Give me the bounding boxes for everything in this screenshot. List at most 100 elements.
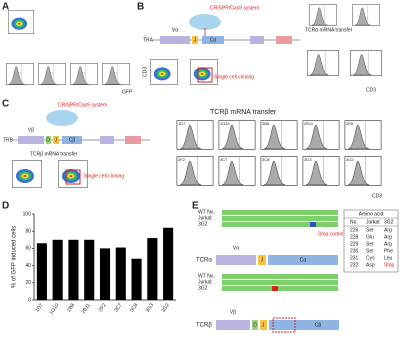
table-cell: 232 xyxy=(350,262,359,268)
table-cell: Ser xyxy=(366,227,374,233)
v-label: Vβ xyxy=(230,309,236,315)
c-label: Cα xyxy=(300,257,307,263)
table-cell: Cys xyxy=(366,255,375,261)
segment xyxy=(125,136,141,144)
y-tick-label: 40 xyxy=(25,263,31,269)
bar xyxy=(115,247,126,300)
y-tick-label: 0 xyxy=(28,297,31,303)
cloning-label: Single cell cloning xyxy=(84,173,124,179)
panel-label: E xyxy=(192,201,199,212)
row-label: WT No. xyxy=(198,209,215,215)
j-label: J xyxy=(262,322,265,328)
bar-chart: 0 20 40 60 80 100 % of GFP induced cells 1D7 1G1… xyxy=(12,211,176,316)
cloning-label: Single cell cloning xyxy=(214,74,254,80)
v-segment xyxy=(216,320,250,330)
histogram-grid: 1D7 1G10 2B8 2B11 2E6 2F2 3C7 3C8 3G3 3G2 xyxy=(176,120,382,186)
bar xyxy=(68,239,79,300)
gene-name: TRB xyxy=(3,137,14,143)
table-header: 3G2 xyxy=(384,219,394,225)
table-cell: 231 xyxy=(350,255,359,261)
clone-label: 2B8 xyxy=(262,121,270,126)
clone-label: 3C7 xyxy=(220,157,228,162)
x-tick-label: 2B11 xyxy=(81,302,93,315)
cloud xyxy=(46,110,78,126)
y-tick-label: 100 xyxy=(23,211,32,217)
clone-label: 3G3 xyxy=(304,157,312,162)
dot-plot xyxy=(190,58,218,86)
c-label: Cβ xyxy=(69,137,76,143)
histogram xyxy=(70,62,98,86)
v-label: Vα xyxy=(233,245,239,251)
table-cell: Ser xyxy=(366,241,374,247)
histogram xyxy=(352,4,380,26)
table-cell: Ser xyxy=(366,248,374,254)
c-segment xyxy=(202,36,224,44)
segment xyxy=(250,36,264,44)
d-segment xyxy=(252,320,258,330)
j-segment xyxy=(53,136,59,144)
crispr-label: CRISPR/Cas9 system xyxy=(210,5,259,11)
clone-label: 3C8 xyxy=(262,157,270,162)
j-label: J xyxy=(194,37,197,43)
axis-label: CD3 xyxy=(366,87,376,93)
segment xyxy=(276,36,292,44)
panel-label: C xyxy=(2,99,9,110)
row-label: 3G2 xyxy=(198,221,208,227)
y-axis-label: % of GFP induced cells xyxy=(12,226,18,288)
table-cell: Arg xyxy=(384,234,392,240)
y-tick-label: 80 xyxy=(25,229,31,235)
clone-label: 1G10 xyxy=(220,121,231,126)
v-segment xyxy=(160,36,190,44)
table-cell: Stop xyxy=(384,262,395,268)
clone-label: 3G2 xyxy=(346,157,354,162)
row-label: Jurkat xyxy=(198,215,212,221)
clone-label: 2F2 xyxy=(178,157,186,162)
dot-plot xyxy=(8,9,34,35)
x-tick-label: 2F2 xyxy=(98,302,108,313)
axis-label: GFP xyxy=(122,89,133,95)
table-header: Jurkat xyxy=(366,219,380,225)
table-cell: 230 xyxy=(350,248,359,254)
crispr-label: CRISPR/Cas9 system xyxy=(58,102,107,108)
d-label: D xyxy=(46,137,50,143)
bar xyxy=(84,239,95,300)
bar xyxy=(99,248,111,300)
axis-label: CD3 xyxy=(372,193,382,199)
axis-label: CD3 xyxy=(142,67,148,77)
table-header: No. xyxy=(350,219,358,225)
d-segment xyxy=(46,136,51,144)
x-tick-label: 1D7 xyxy=(34,302,44,313)
clone-label: 2B11 xyxy=(304,121,314,126)
transfer-title: TCRα mRNA transfer xyxy=(305,27,353,33)
transfer-label: TCRβ mRNA transfer xyxy=(30,151,78,157)
dot-plot xyxy=(12,160,42,188)
y-tick-label: 60 xyxy=(25,246,31,252)
j-label: J xyxy=(55,137,58,143)
gene-name: TCRα xyxy=(196,258,212,264)
histogram xyxy=(6,62,34,86)
y-tick-label: 20 xyxy=(25,280,31,286)
x-tick-label: 3C7 xyxy=(113,302,123,313)
bar xyxy=(163,227,174,300)
sequence-alpha xyxy=(222,210,338,227)
segment xyxy=(100,136,114,144)
clone-label: 2E6 xyxy=(346,121,354,126)
bar xyxy=(52,239,63,300)
histogram xyxy=(349,50,383,76)
panel-label: B xyxy=(137,2,144,13)
gene-name: TRA xyxy=(143,37,154,43)
table-cell: Phe xyxy=(384,248,393,254)
stop-note: Stop codon xyxy=(318,231,344,237)
histogram xyxy=(102,62,130,86)
dot-plot xyxy=(150,58,178,86)
panel-label: D xyxy=(2,201,9,212)
clone-label: 1D7 xyxy=(178,121,186,126)
j-segment xyxy=(260,320,267,330)
table-cell: Asp xyxy=(366,262,375,268)
deletion-box xyxy=(272,317,296,333)
d-label: D xyxy=(253,322,257,328)
c-segment xyxy=(269,320,339,330)
bar xyxy=(147,238,158,300)
table-title: Amino acid xyxy=(359,211,384,217)
panel-label: A xyxy=(2,2,9,13)
